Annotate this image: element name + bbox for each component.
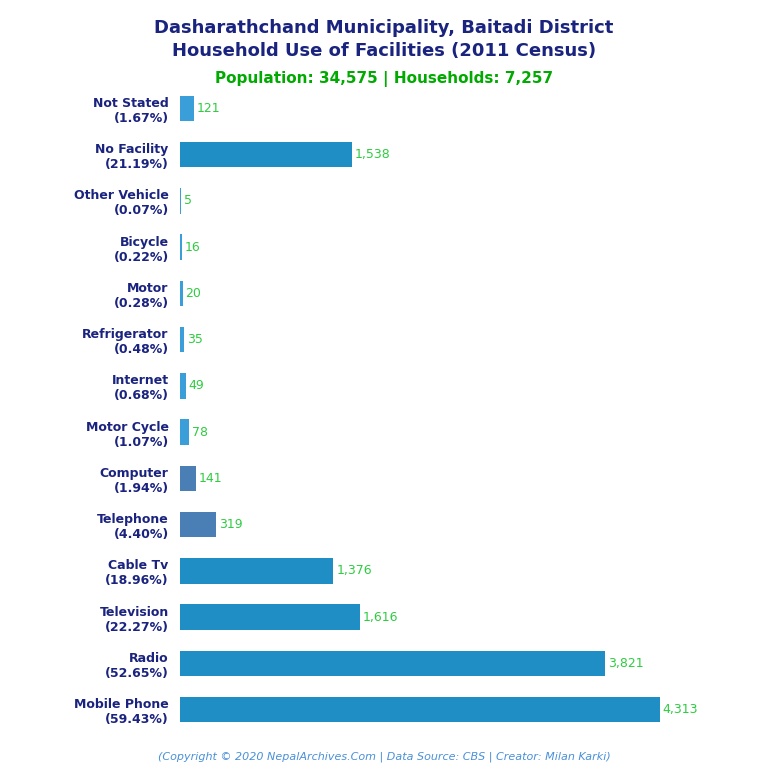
Bar [180,280,183,306]
Bar [180,604,360,630]
Text: Population: 34,575 | Households: 7,257: Population: 34,575 | Households: 7,257 [215,71,553,87]
Text: 49: 49 [189,379,204,392]
Text: 35: 35 [187,333,203,346]
Text: 1,616: 1,616 [363,611,399,624]
Text: 121: 121 [197,102,220,115]
Text: 319: 319 [219,518,243,531]
Text: 3,821: 3,821 [608,657,644,670]
Text: 4,313: 4,313 [663,703,698,716]
Text: 1,538: 1,538 [354,148,390,161]
Text: 78: 78 [192,425,208,439]
Bar [180,234,182,260]
Text: 16: 16 [185,240,200,253]
Text: (Copyright © 2020 NepalArchives.Com | Data Source: CBS | Creator: Milan Karki): (Copyright © 2020 NepalArchives.Com | Da… [157,751,611,762]
Bar [180,96,194,121]
Text: 1,376: 1,376 [336,564,372,578]
Bar [180,697,660,722]
Text: 20: 20 [186,287,201,300]
Text: 5: 5 [184,194,192,207]
Bar [180,465,196,491]
Bar [180,327,184,353]
Bar [180,142,352,167]
Bar [180,419,189,445]
Bar [180,558,333,584]
Text: Dasharathchand Municipality, Baitadi District: Dasharathchand Municipality, Baitadi Dis… [154,19,614,37]
Bar [180,650,605,676]
Text: Household Use of Facilities (2011 Census): Household Use of Facilities (2011 Census… [172,42,596,60]
Text: 141: 141 [199,472,223,485]
Bar [180,511,216,538]
Bar [180,373,186,399]
